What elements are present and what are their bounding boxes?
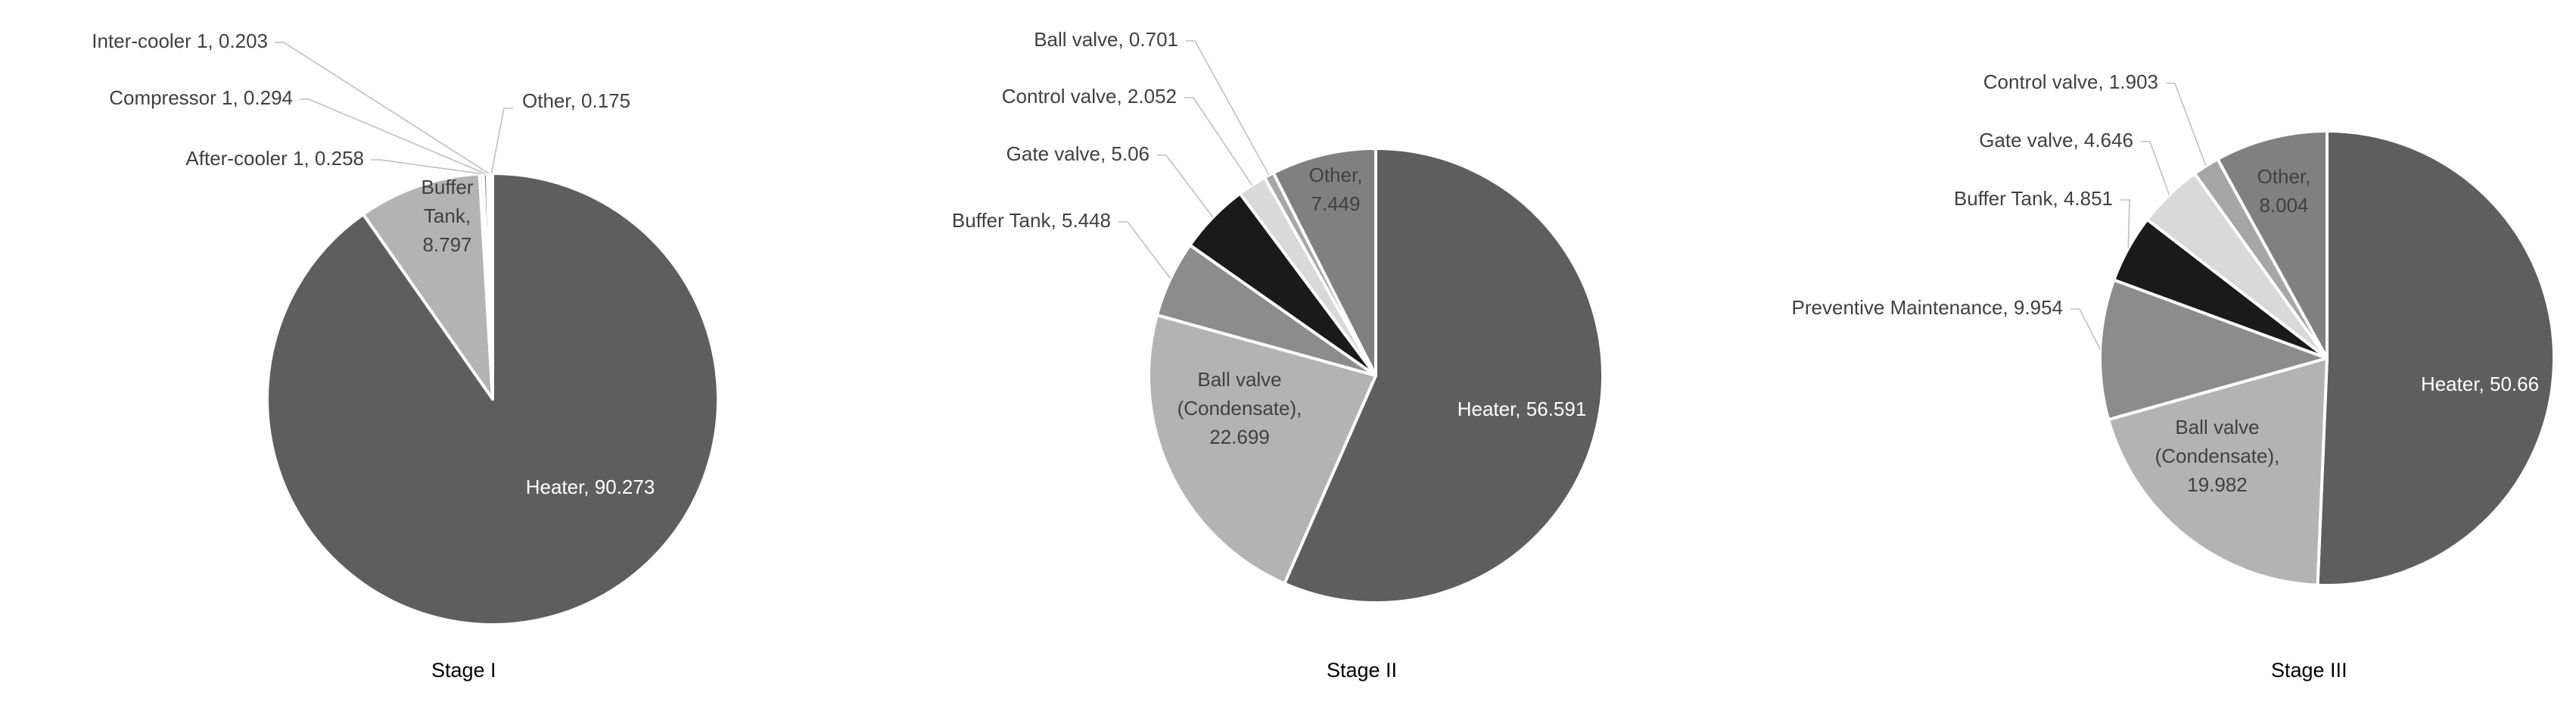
slice-label-after-cooler-1: After-cooler 1, 0.258 [185,147,482,175]
slice-label-text: Ball valve [2175,416,2259,438]
slice-other [2216,129,2329,360]
slice-label-ball-valve-condensate: Ball valve (Condensate), 22.699 [1178,368,1302,448]
slice-label-text: Control valve, 1.903 [1983,70,2158,93]
slice-label-text: Other, 0.175 [522,89,630,112]
chart-title: Stage I [431,659,496,682]
slice-ball-valve-condensate [1147,314,1377,585]
slice-label-buffer-tank: Buffer Tank, 4.851 [1954,187,2130,249]
slice-label-ball-valve-condensate: Ball valve (Condensate), 19.982 [2155,416,2280,496]
slice-label-text: Control valve, 2.052 [1002,85,1177,108]
slice-label-text: Heater, 56.591 [1458,398,1587,420]
slice-label-inter-cooler-1: Inter-cooler 1, 0.203 [92,30,490,174]
leader-line [490,108,513,174]
slice-label-control-valve: Control valve, 1.903 [1983,70,2207,167]
slice-label-text: 7.449 [1311,192,1360,215]
slice-ball-valve-condensate [2107,357,2329,587]
slice-label-text: 19.982 [2187,473,2248,496]
slice-label-other: Other, 7.449 [1309,164,1363,215]
leader-line [1186,40,1270,176]
slice-label-compressor-1: Compressor 1, 0.294 [109,86,486,174]
slice-label-heater: Heater, 50.66 [2421,373,2539,395]
slice-label-text: 22.699 [1209,426,1270,448]
leader-line [300,98,486,174]
slice-label-text: Other, [2257,165,2311,188]
leader-line [2166,83,2207,167]
slice-label-text: Buffer Tank, 4.851 [1954,187,2113,210]
slice-label-text: Heater, 50.66 [2421,373,2539,395]
slice-heater [1283,147,1604,604]
leader-line [2141,141,2170,195]
slice-label-preventive-maintenance: Preventive Maintenance, 9.954 [1792,296,2101,350]
slice-label-other: Other, 8.004 [2257,165,2311,217]
slice-label-text: Buffer [422,176,474,198]
slice-label-text: Tank, [424,204,471,227]
slice-preventive-maintenance [2098,278,2329,422]
slice-label-text: 8.004 [2259,194,2308,217]
slice-heater [2316,129,2556,587]
slice-label-heater: Heater, 56.591 [1458,398,1587,420]
slice-other [488,172,494,401]
slice-label-text: (Condensate), [2155,445,2280,467]
chart-title: Stage III [2271,659,2347,682]
leader-line [2120,199,2130,249]
pie-chart-1: Heater, 90.273 Buffer Tank, 8.797 After-cool… [92,30,720,682]
slice-label-text: Ball valve, 0.701 [1034,28,1178,51]
leader-line [1157,154,1214,218]
slice-label-text: Preventive Maintenance, 9.954 [1792,296,2063,319]
slice-label-buffer-tank: Buffer Tank, 8.797 [422,176,474,256]
slice-label-gate-valve: Gate valve, 4.646 [1979,129,2170,195]
chart-title: Stage II [1327,659,1397,682]
slice-label-text: Heater, 90.273 [526,476,655,498]
slice-label-text: Buffer Tank, 5.448 [952,209,1111,232]
leader-line [1184,97,1253,186]
slice-label-text: Inter-cooler 1, 0.203 [92,30,268,52]
slice-other [1271,147,1377,377]
slice-label-text: (Condensate), [1178,397,1302,420]
slice-label-buffer-tank: Buffer Tank, 5.448 [952,209,1171,279]
slice-label-text: 8.797 [422,233,471,256]
leader-line [1118,221,1171,279]
pie-chart-3: Heater, 50.66 Ball valve (Condensate), 19.9… [1792,70,2556,682]
slice-label-control-valve: Control valve, 2.052 [1002,85,1253,186]
slice-label-text: Gate valve, 5.06 [1006,142,1150,165]
slice-label-text: After-cooler 1, 0.258 [185,147,364,170]
slice-label-text: Other, [1309,164,1363,186]
slice-label-text: Ball valve [1197,368,1281,391]
slice-label-text: Compressor 1, 0.294 [109,86,293,109]
leader-line [371,159,482,175]
leader-line [275,42,490,174]
leader-line [2070,308,2101,350]
slice-label-gate-valve: Gate valve, 5.06 [1006,142,1214,218]
pie-chart-2: Heater, 56.591 Ball valve (Condensate), 22.… [952,28,1604,682]
slice-label-heater: Heater, 90.273 [526,476,655,498]
slice-label-other: Other, 0.175 [490,89,630,174]
slice-buffer-tank [362,172,494,401]
slice-label-text: Gate valve, 4.646 [1979,129,2133,151]
slice-label-ball-valve: Ball valve, 0.701 [1034,28,1270,176]
